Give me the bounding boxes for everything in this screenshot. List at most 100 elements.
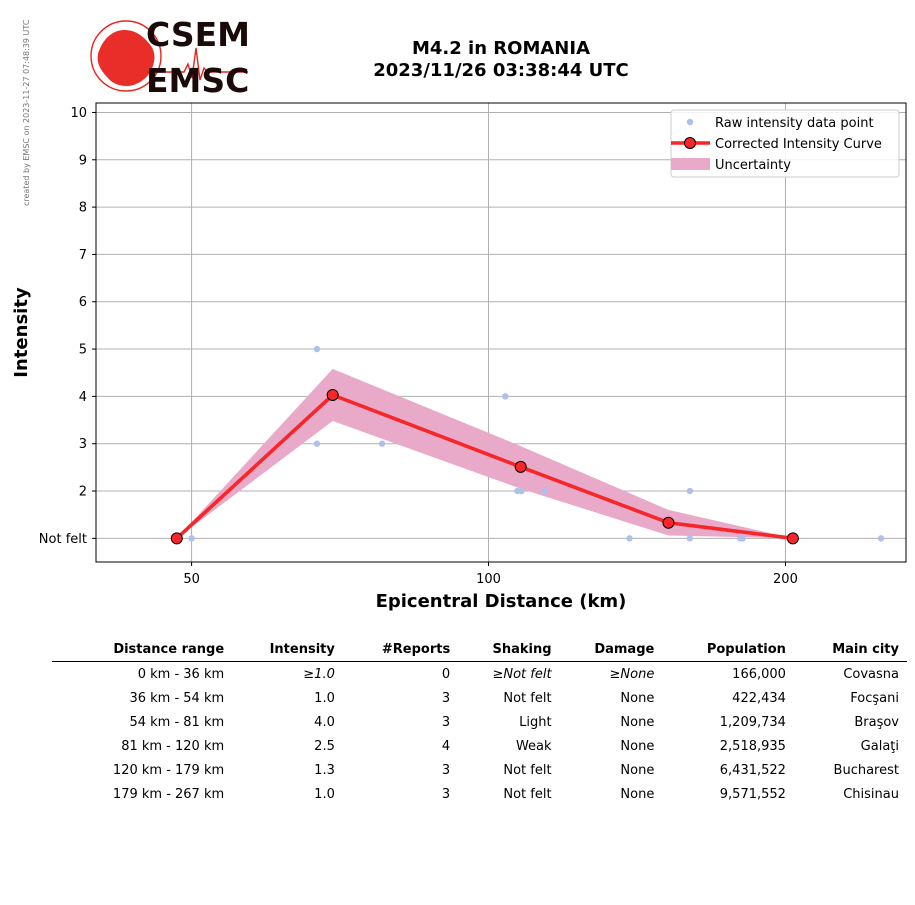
- logo-globe: [90, 20, 162, 92]
- table-cell: Not felt: [503, 763, 552, 778]
- table-cell: 3: [441, 715, 451, 730]
- table-cell: None: [620, 787, 655, 802]
- table-cell: Covasna: [843, 667, 899, 682]
- table-cell: 1.0: [314, 787, 335, 802]
- x-tick-label-2: 200: [773, 572, 798, 587]
- logo-map-shape: [97, 30, 155, 86]
- table-cell: None: [620, 691, 655, 706]
- corrected-intensity-marker-3: [662, 516, 675, 529]
- table-cell: 2.5: [314, 739, 335, 754]
- corrected-intensity-marker-4: [786, 532, 799, 545]
- table-cell: Chisinau: [843, 787, 899, 802]
- raw-data-point-3: [313, 440, 321, 447]
- x-axis-label: Epicentral Distance (km): [376, 591, 627, 612]
- table-cell: 2,518,935: [719, 739, 786, 754]
- table-cell: 166,000: [732, 667, 786, 682]
- table-cell: Weak: [515, 739, 552, 754]
- table-cell: Galaţi: [860, 739, 899, 754]
- logo-line2: EMSC: [146, 61, 249, 98]
- y-tick-label-6: 7: [79, 248, 87, 263]
- table-cell: 6,431,522: [719, 763, 786, 778]
- table-cell: 0 km - 36 km: [137, 667, 225, 682]
- table-cell: 422,434: [732, 691, 786, 706]
- logo-seismogram: [146, 47, 248, 81]
- table-cell: 3: [441, 787, 451, 802]
- y-tick-label-2: 3: [79, 437, 87, 452]
- legend-band-swatch: [671, 158, 710, 170]
- table-cell: 1.0: [314, 691, 335, 706]
- table-cell: 1.3: [314, 763, 335, 778]
- title-line-2: 2023/11/26 03:38:44 UTC: [373, 60, 629, 81]
- intensity-chart: Not felt 2 3 4 5 6 7 8 9 10 50 100 200 Epicentral Dis…: [11, 102, 907, 612]
- table-header-4: Damage: [559, 640, 663, 662]
- legend-band-label: Uncertainty: [715, 158, 791, 173]
- table-cell: Not felt: [503, 787, 552, 802]
- raw-data-point-10: [686, 487, 694, 495]
- table-cell: None: [620, 739, 655, 754]
- y-tick-label-9: 10: [70, 106, 87, 121]
- y-tick-label-8: 9: [79, 153, 87, 168]
- raw-data-point-11: [686, 535, 694, 542]
- raw-data-point-5: [502, 393, 509, 400]
- table-header-3: Shaking: [458, 640, 560, 662]
- y-tick-label-3: 4: [79, 390, 87, 405]
- table-cell: 54 km - 81 km: [129, 715, 225, 730]
- raw-data-point-9: [626, 535, 633, 542]
- table-cell: ≥Not felt: [492, 667, 552, 682]
- table-header-2: #Reports: [342, 640, 459, 662]
- table-cell: Focşani: [850, 691, 899, 706]
- title-line-1: M4.2 in ROMANIA: [411, 38, 590, 59]
- table-cell: 3: [441, 763, 451, 778]
- table-row: 54 km - 81 km 4.0 3 Light None 1,209,734 Braşo…: [52, 710, 907, 734]
- table-row: 81 km - 120 km 2.5 4 Weak None 2,518,935 Galaţ…: [52, 734, 907, 758]
- table-row: 120 km - 179 km 1.3 3 Not felt None 6,431,522…: [52, 758, 907, 782]
- table-cell: 0: [441, 667, 451, 682]
- table-cell: None: [620, 715, 655, 730]
- table-header-row: Distance range Intensity #Reports Shaking Da…: [52, 640, 907, 662]
- chart-title: M4.2 in ROMANIA 2023/11/26 03:38:44 UTC: [330, 38, 672, 82]
- raw-data-point-2: [313, 345, 321, 353]
- y-tick-label-7: 8: [79, 201, 87, 216]
- table-cell: Light: [519, 715, 552, 730]
- x-tick-label-0: 50: [183, 572, 200, 587]
- plot-frame: [95, 102, 907, 563]
- table-cell: 4.0: [314, 715, 335, 730]
- raw-data-point-14: [877, 535, 885, 542]
- csem-emsc-logo: CSEM EMSC: [90, 18, 250, 98]
- corrected-intensity-marker-0: [170, 532, 183, 545]
- table-cell: Bucharest: [833, 763, 899, 778]
- table-row: 36 km - 54 km 1.0 3 Not felt None 422,434 Focş…: [52, 686, 907, 710]
- table-body: 0 km - 36 km ≥1.0 0 ≥Not felt ≥None 166,000 Co…: [52, 662, 907, 807]
- table-cell: 4: [441, 739, 451, 754]
- table-cell: Braşov: [854, 715, 899, 730]
- table-cell: ≥None: [609, 667, 655, 682]
- corrected-intensity-marker-2: [514, 460, 527, 473]
- table-cell: None: [620, 763, 655, 778]
- raw-data-point-1: [188, 535, 195, 542]
- raw-data-point-4: [378, 440, 386, 447]
- table-header-1: Intensity: [232, 640, 343, 662]
- x-tick-label-1: 100: [476, 572, 501, 587]
- legend-curve-label: Corrected Intensity Curve: [715, 137, 882, 152]
- corrected-intensity-marker-1: [326, 388, 339, 401]
- table-header-6: Main city: [793, 640, 907, 662]
- logo-line1: CSEM: [146, 18, 250, 54]
- y-axis-label: Intensity: [11, 287, 32, 378]
- table-cell: 179 km - 267 km: [112, 787, 225, 802]
- legend-curve-marker: [684, 137, 696, 149]
- legend-raw-label: Raw intensity data point: [715, 116, 874, 131]
- table-cell: 3: [441, 691, 451, 706]
- y-tick-label-5: 6: [79, 295, 87, 310]
- y-tick-label-0: Not felt: [39, 532, 87, 547]
- table-cell: Not felt: [503, 691, 552, 706]
- table-cell: ≥1.0: [303, 667, 335, 682]
- table-row: 0 km - 36 km ≥1.0 0 ≥Not felt ≥None 166,000 Co…: [52, 662, 907, 687]
- intensity-table: Distance range Intensity #Reports Shaking Da…: [52, 640, 907, 806]
- table-cell: 1,209,734: [719, 715, 786, 730]
- table-row: 179 km - 267 km 1.0 3 Not felt None 9,571,552…: [52, 782, 907, 806]
- y-tick-label-1: 2: [79, 485, 87, 500]
- table-cell: 9,571,552: [719, 787, 786, 802]
- legend-raw-marker: [686, 118, 694, 126]
- raw-data-point-13: [739, 535, 746, 542]
- table-cell: 120 km - 179 km: [112, 763, 225, 778]
